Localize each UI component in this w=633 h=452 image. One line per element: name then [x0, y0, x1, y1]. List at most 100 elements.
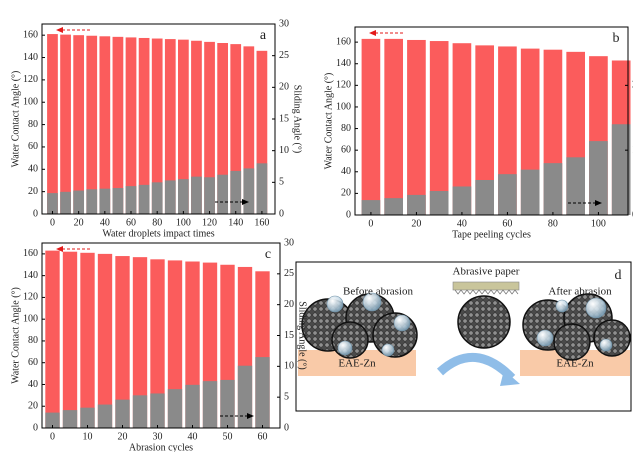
y2-tick-label: 15: [284, 330, 294, 341]
y2-tick-label: 25: [284, 268, 294, 279]
x-axis-label: Abrasion cycles: [129, 442, 193, 452]
chart: 02040608010012014016001020020406080100Ta…: [323, 27, 633, 240]
sliding-angle-bar: [220, 380, 234, 428]
x-tick-label: 160: [254, 217, 269, 228]
x-tick-label: 40: [100, 217, 110, 228]
y2-tick-label: 20: [279, 82, 289, 93]
sliding-angle-bar: [407, 195, 426, 215]
sliding-angle-bar: [115, 400, 129, 428]
y-tick-label: 80: [341, 123, 351, 134]
y-tick-label: 60: [28, 141, 38, 152]
after-label: After abrasion: [548, 286, 612, 298]
x-tick-label: 0: [50, 431, 55, 442]
contact-angle-bar: [113, 37, 124, 214]
y2-tick-label: 10: [279, 145, 289, 156]
sliding-angle-bar: [47, 193, 58, 214]
sliding-angle-bar: [98, 405, 112, 428]
panel-label: a: [260, 28, 267, 43]
before-label: Before abrasion: [343, 286, 413, 298]
sliding-angle-bar: [384, 198, 403, 215]
y2-tick-label: 15: [279, 113, 289, 124]
y-tick-label: 0: [346, 209, 351, 220]
sliding-angle-bar: [230, 171, 241, 214]
y2-tick-label: 30: [279, 18, 289, 29]
sliding-angle-bar: [203, 381, 217, 428]
y-tick-label: 60: [341, 144, 351, 155]
sliding-angle-bar: [168, 389, 182, 428]
contact-angle-bar: [63, 252, 77, 428]
sliding-angle-bar: [204, 177, 215, 214]
y-tick-label: 0: [33, 422, 38, 433]
sliding-angle-bar: [150, 393, 164, 428]
y-tick-label: 100: [23, 313, 38, 324]
y2-tick-label: 0: [279, 208, 284, 219]
y2-tick-label: 10: [284, 361, 294, 372]
y-axis-label: Water Contact Angle (°): [10, 71, 21, 168]
y-tick-label: 160: [336, 36, 351, 47]
sliding-angle-bar: [430, 191, 449, 215]
sliding-angle-bar: [185, 385, 199, 428]
x-tick-label: 20: [74, 217, 84, 228]
y-tick-label: 20: [28, 401, 38, 412]
contact-angle-bar: [80, 253, 94, 428]
x-tick-label: 60: [126, 217, 136, 228]
y-tick-label: 40: [28, 164, 38, 175]
sliding-angle-bar: [475, 180, 494, 215]
sliding-angle-bar: [217, 175, 228, 214]
y-axis-label: Water Contact Angle (°): [10, 287, 21, 384]
y2-tick-label: 5: [279, 177, 284, 188]
sliding-angle-bar: [191, 177, 202, 214]
y-tick-label: 40: [341, 166, 351, 177]
abrasive-paper: [453, 282, 519, 290]
y-tick-label: 100: [336, 101, 351, 112]
y-tick-label: 60: [28, 357, 38, 368]
x-tick-label: 140: [228, 217, 243, 228]
sliding-angle-bar: [498, 174, 517, 215]
y2-tick-label: 30: [284, 237, 294, 248]
y2-tick-label: 20: [284, 299, 294, 310]
x-tick-label: 0: [368, 218, 373, 229]
sliding-angle-bar: [453, 186, 472, 215]
axis-arrow-head: [56, 27, 63, 33]
y2-tick-label: 25: [279, 50, 289, 61]
y2-tick-label: 0: [284, 422, 289, 433]
figure: EAE-Zn EAE-Zn Before abrasion Abrasive p…: [0, 0, 633, 452]
y-tick-label: 100: [23, 97, 38, 108]
contact-angle-bar: [98, 254, 112, 428]
contact-angle-bar: [362, 39, 381, 215]
y2-axis-label: Sliding Angle (°): [292, 85, 303, 153]
sliding-angle-bar: [521, 170, 540, 215]
x-tick-label: 50: [223, 431, 233, 442]
y-tick-label: 140: [336, 58, 351, 69]
sliding-angle-bar: [139, 185, 150, 214]
axis-arrow-head: [369, 30, 376, 36]
sliding-angle-bar: [73, 191, 84, 214]
sliding-angle-bar: [60, 192, 71, 214]
sliding-angle-bar: [86, 189, 97, 214]
sliding-angle-bar: [243, 168, 254, 214]
x-tick-label: 80: [152, 217, 162, 228]
sliding-angle-bar: [257, 163, 268, 214]
sliding-angle-bar: [238, 366, 252, 428]
y-tick-label: 0: [33, 208, 38, 219]
contact-angle-bar: [45, 251, 59, 428]
y-tick-label: 160: [23, 29, 38, 40]
substrate-label: EAE-Zn: [338, 358, 376, 370]
panel-label: c: [265, 247, 271, 262]
y-tick-label: 20: [28, 186, 38, 197]
x-tick-label: 30: [153, 431, 163, 442]
x-tick-label: 80: [548, 218, 558, 229]
contact-angle-bar: [99, 36, 110, 214]
x-tick-label: 0: [50, 217, 55, 228]
contact-angle-bar: [407, 40, 426, 215]
x-tick-label: 100: [591, 218, 606, 229]
y-tick-label: 140: [23, 270, 38, 281]
y-tick-label: 20: [341, 188, 351, 199]
y-tick-label: 80: [28, 335, 38, 346]
contact-angle-bar: [73, 35, 84, 214]
x-tick-label: 120: [202, 217, 217, 228]
x-axis-label: Water droplets impact times: [102, 228, 214, 239]
x-tick-label: 40: [188, 431, 198, 442]
sliding-angle-bar: [255, 357, 269, 428]
